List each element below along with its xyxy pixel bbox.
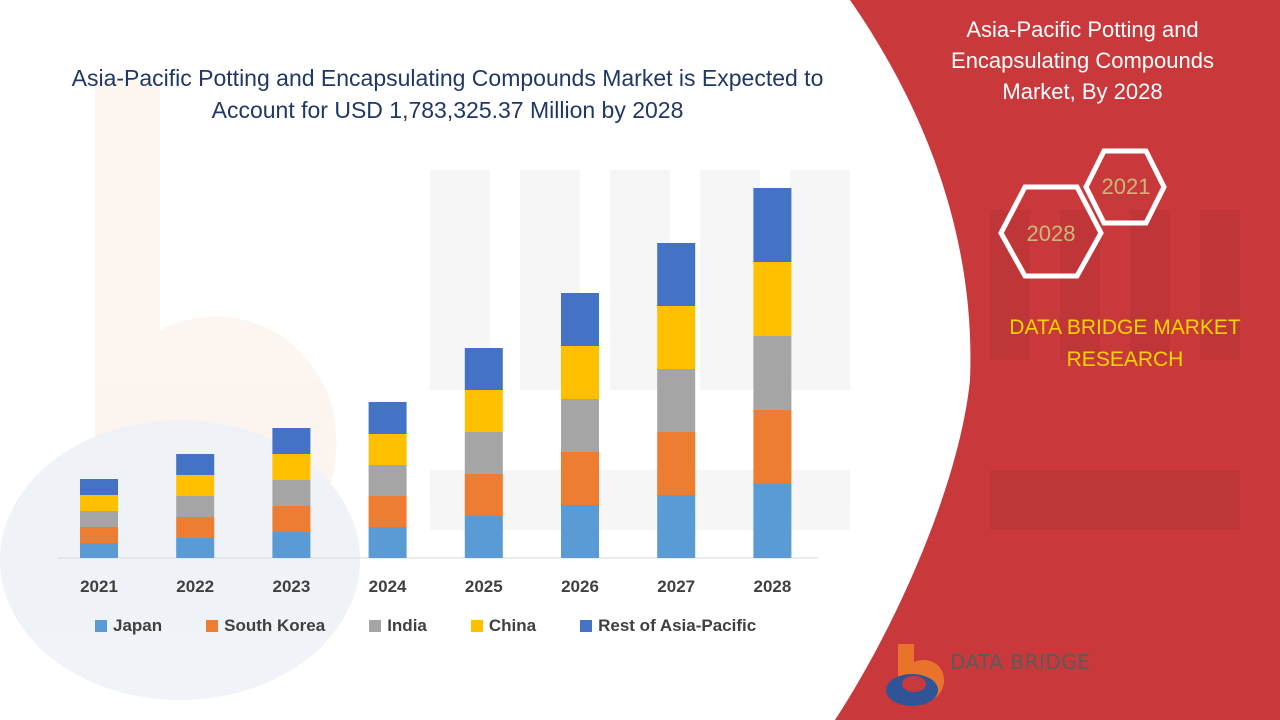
- bar-segment-2027-1: [657, 432, 696, 495]
- bar-segment-2026-4: [561, 293, 599, 346]
- bar-segment-2026-0: [561, 505, 599, 558]
- x-tick-label-2025: 2025: [465, 577, 503, 596]
- chart-title: Asia-Pacific Potting and Encapsulating C…: [71, 65, 824, 123]
- data-bridge-logo-icon: [886, 644, 944, 706]
- bar-segment-2027-2: [657, 369, 696, 432]
- x-tick-label-2023: 2023: [272, 577, 310, 596]
- bar-segment-2021-1: [80, 527, 118, 543]
- bar-segment-2025-0: [464, 516, 503, 558]
- x-tick-label-2022: 2022: [176, 577, 214, 596]
- bar-segment-2026-3: [561, 346, 599, 399]
- watermark-on-panel: [990, 210, 1240, 530]
- bar-segment-2022-4: [176, 454, 215, 475]
- legend-swatch: [369, 620, 382, 632]
- bar-segment-2022-3: [176, 475, 215, 496]
- chart-legend: Japan South Korea India China Rest of Asia-P…: [95, 616, 800, 636]
- bar-segment-2022-2: [176, 496, 215, 517]
- legend-label: South Korea: [224, 616, 326, 635]
- bar-segment-2028-3: [753, 262, 792, 336]
- bar-segment-2023-2: [272, 480, 311, 506]
- bar-segment-2024-4: [368, 402, 407, 434]
- legend-item-4: Rest of Asia-Pacific: [580, 616, 756, 636]
- hexagon-back: [1083, 148, 1167, 226]
- bar-segment-2028-1: [753, 410, 792, 484]
- hexagon-front: [998, 184, 1104, 279]
- bar-segment-2025-1: [464, 474, 503, 516]
- bar-segment-2025-4: [464, 348, 503, 390]
- bar-segment-2026-1: [561, 452, 599, 505]
- bar-segment-2021-0: [80, 543, 118, 558]
- legend-item-2: India: [369, 616, 427, 636]
- hex-year-back: 2021: [1102, 174, 1151, 199]
- bar-segment-2024-2: [368, 465, 407, 496]
- legend-swatch: [206, 620, 219, 632]
- bar-segment-2028-0: [753, 484, 792, 558]
- x-tick-label-2027: 2027: [657, 577, 695, 596]
- x-tick-label-2026: 2026: [561, 577, 599, 596]
- legend-item-3: China: [470, 616, 537, 636]
- watermark: [0, 80, 850, 700]
- x-tick-label-2021: 2021: [80, 577, 118, 596]
- bar-segment-2021-4: [80, 479, 118, 495]
- legend-swatch: [470, 620, 483, 632]
- legend-item-1: South Korea: [206, 616, 325, 636]
- side-panel-title: Asia-Pacific Potting and Encapsulating C…: [951, 17, 1214, 104]
- x-tick-label-2028: 2028: [753, 577, 791, 596]
- bar-segment-2026-2: [561, 399, 599, 452]
- legend-item-0: Japan: [95, 616, 162, 636]
- logo-label: DATA BRIDGE: [950, 650, 1091, 674]
- legend-label: Rest of Asia-Pacific: [598, 616, 757, 635]
- bar-segment-2022-1: [176, 517, 215, 538]
- stacked-bar-chart: 2021 2022 2023 2024 2025 2026 2027 2028: [58, 188, 818, 596]
- bar-segment-2023-3: [272, 454, 311, 480]
- bar-segment-2022-0: [176, 538, 215, 558]
- legend-label: Japan: [113, 616, 163, 635]
- bar-segment-2023-4: [272, 428, 311, 454]
- side-panel: [835, 0, 1280, 720]
- bar-segment-2028-4: [753, 188, 792, 262]
- legend-swatch: [580, 620, 593, 632]
- bar-segment-2025-2: [464, 432, 503, 474]
- bar-segment-2024-3: [368, 434, 407, 465]
- legend-label: India: [387, 616, 427, 635]
- bar-segment-2023-1: [272, 506, 311, 532]
- bar-segment-2027-3: [657, 306, 696, 369]
- bar-segment-2025-3: [464, 390, 503, 432]
- bar-segment-2028-2: [753, 336, 792, 410]
- legend-swatch: [95, 620, 107, 632]
- bar-segment-2027-0: [657, 495, 696, 558]
- bar-segment-2023-0: [272, 532, 311, 558]
- bar-segment-2021-3: [80, 495, 118, 511]
- hex-year-front: 2028: [1027, 221, 1076, 246]
- bar-segment-2027-4: [657, 243, 696, 306]
- bar-segment-2021-2: [80, 511, 118, 527]
- bar-segment-2024-1: [368, 496, 407, 527]
- brand-text: DATA BRIDGE MARKET RESEARCH: [1009, 316, 1241, 371]
- bar-segment-2024-0: [368, 527, 407, 558]
- legend-label: China: [488, 616, 537, 635]
- x-tick-label-2024: 2024: [369, 577, 407, 596]
